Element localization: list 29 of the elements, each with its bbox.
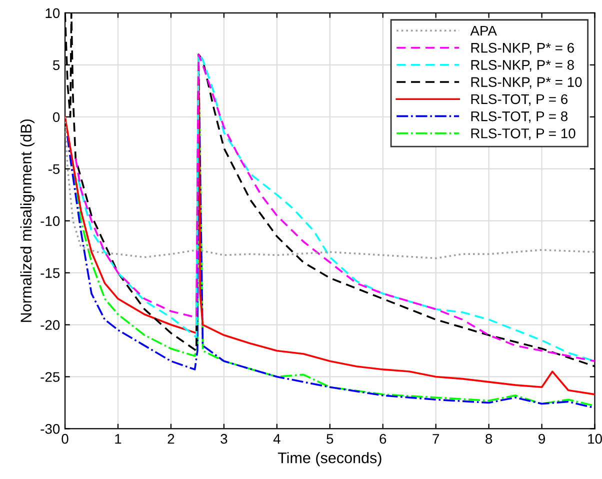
x-tick-label: 4 — [273, 434, 280, 444]
x-tick-label: 6 — [380, 434, 386, 444]
legend-label: RLS-NKP, P* = 8 — [471, 60, 574, 72]
x-tick-label: 2 — [168, 434, 174, 444]
legend-label: RLS-TOT, P = 6 — [471, 94, 568, 106]
legend-label: RLS-NKP, P* = 10 — [471, 77, 582, 89]
x-tick-label: 0 — [62, 434, 68, 444]
y-tick-label: 0 — [52, 112, 60, 122]
legend-label: APA — [470, 26, 497, 36]
x-tick-label: 3 — [220, 434, 228, 444]
y-tick-label: -25 — [40, 372, 60, 382]
x-tick-label: 5 — [326, 434, 334, 444]
y-axis-title: Normalized misalignment (dB) — [20, 119, 35, 322]
legend-label: RLS-TOT, P = 10 — [471, 128, 576, 140]
legend-label: RLS-TOT, P = 8 — [471, 111, 568, 123]
x-tick-label: 1 — [115, 434, 122, 444]
y-tick-label: -10 — [40, 216, 60, 226]
y-tick-label: -20 — [40, 320, 60, 330]
legend-label: RLS-NKP, P* = 6 — [471, 42, 574, 54]
y-tick-label: -15 — [40, 268, 60, 278]
y-tick-label: 5 — [52, 60, 60, 70]
x-tick-label: 8 — [486, 434, 492, 444]
y-tick-label: -5 — [48, 164, 60, 174]
y-tick-label: 10 — [46, 8, 60, 18]
y-tick-label: -30 — [40, 424, 60, 434]
x-tick-label: 9 — [538, 434, 546, 444]
x-axis-title: Time (seconds) — [278, 452, 382, 466]
x-tick-label: 10 — [588, 434, 602, 444]
x-tick-label: 7 — [432, 434, 440, 444]
